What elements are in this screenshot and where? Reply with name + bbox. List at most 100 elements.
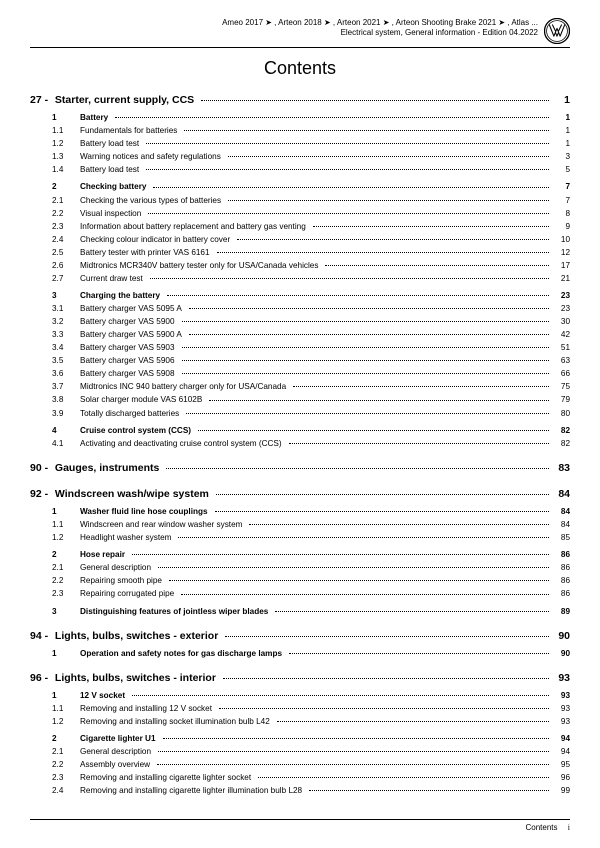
entry-number: 1.2 bbox=[52, 716, 80, 727]
toc-entry[interactable]: 2.2Assembly overview95 bbox=[30, 759, 570, 770]
entry-number: 2 bbox=[52, 549, 80, 560]
footer-label: Contents bbox=[526, 823, 558, 832]
toc-entry[interactable]: 2.3Removing and installing cigarette lig… bbox=[30, 772, 570, 783]
toc-entry[interactable]: 1.1Fundamentals for batteries1 bbox=[30, 125, 570, 136]
entry-page: 86 bbox=[552, 575, 570, 586]
entry-title: Battery charger VAS 5903 bbox=[80, 342, 179, 353]
leader-dots bbox=[132, 695, 549, 696]
entry-number: 1 bbox=[52, 648, 80, 659]
toc-entry[interactable]: 2.2Repairing smooth pipe86 bbox=[30, 575, 570, 586]
toc-entry[interactable]: 2.5Battery tester with printer VAS 61611… bbox=[30, 247, 570, 258]
entry-title: Removing and installing socket illuminat… bbox=[80, 716, 274, 727]
toc-entry[interactable]: 1Washer fluid line hose couplings84 bbox=[30, 506, 570, 517]
entry-number: 2.1 bbox=[52, 746, 80, 757]
entry-page: 21 bbox=[552, 273, 570, 284]
section-number: 92 - bbox=[30, 487, 52, 501]
leader-dots bbox=[150, 278, 549, 279]
leader-dots bbox=[167, 295, 549, 296]
toc-entry[interactable]: 112 V socket93 bbox=[30, 690, 570, 701]
header-line-2: Electrical system, General information -… bbox=[30, 28, 538, 38]
toc-entry[interactable]: 2.1Checking the various types of batteri… bbox=[30, 195, 570, 206]
toc-entry[interactable]: 3.1Battery charger VAS 5095 A23 bbox=[30, 303, 570, 314]
toc-entry[interactable]: 2Hose repair86 bbox=[30, 549, 570, 560]
entry-title: Cruise control system (CCS) bbox=[80, 425, 195, 436]
toc-entry[interactable]: 1.4Battery load test5 bbox=[30, 164, 570, 175]
entry-title: General description bbox=[80, 746, 155, 757]
entry-page: 82 bbox=[552, 438, 570, 449]
toc-entry[interactable]: 1.1Windscreen and rear window washer sys… bbox=[30, 519, 570, 530]
leader-dots bbox=[163, 738, 549, 739]
toc-entry[interactable]: 1Battery1 bbox=[30, 112, 570, 123]
entry-number: 2.7 bbox=[52, 273, 80, 284]
toc-entry[interactable]: 2.2Visual inspection8 bbox=[30, 208, 570, 219]
entry-page: 95 bbox=[552, 759, 570, 770]
toc-entry[interactable]: 3.7Midtronics INC 940 battery charger on… bbox=[30, 381, 570, 392]
toc-entry[interactable]: 1.1Removing and installing 12 V socket93 bbox=[30, 703, 570, 714]
toc-entry[interactable]: 3.5Battery charger VAS 590663 bbox=[30, 355, 570, 366]
toc-entry[interactable]: 3.9Totally discharged batteries80 bbox=[30, 408, 570, 419]
toc-entry[interactable]: 1.2Removing and installing socket illumi… bbox=[30, 716, 570, 727]
toc-entry[interactable]: 2.7Current draw test21 bbox=[30, 273, 570, 284]
toc-entry[interactable]: 1Operation and safety notes for gas disc… bbox=[30, 648, 570, 659]
leader-dots bbox=[209, 400, 549, 401]
toc-entry[interactable]: 2.3Information about battery replacement… bbox=[30, 221, 570, 232]
entry-title: Battery charger VAS 5900 bbox=[80, 316, 179, 327]
toc-entry[interactable]: 4Cruise control system (CCS)82 bbox=[30, 425, 570, 436]
toc-entry[interactable]: 3.4Battery charger VAS 590351 bbox=[30, 342, 570, 353]
toc-entry[interactable]: 2.6Midtronics MCR340V battery tester onl… bbox=[30, 260, 570, 271]
toc-section-head[interactable]: 27 - Starter, current supply, CCS1 bbox=[30, 93, 570, 107]
entry-title: Windscreen and rear window washer system bbox=[80, 519, 246, 530]
toc-entry[interactable]: 1.3Warning notices and safety regulation… bbox=[30, 151, 570, 162]
entry-page: 75 bbox=[552, 381, 570, 392]
section-page: 93 bbox=[552, 671, 570, 685]
leader-dots bbox=[148, 213, 549, 214]
entry-number: 2.2 bbox=[52, 208, 80, 219]
leader-dots bbox=[217, 252, 549, 253]
entry-number: 2 bbox=[52, 181, 80, 192]
leader-dots bbox=[201, 100, 549, 101]
entry-page: 86 bbox=[552, 549, 570, 560]
leader-dots bbox=[157, 764, 549, 765]
toc-entry[interactable]: 2Cigarette lighter U194 bbox=[30, 733, 570, 744]
toc-entry[interactable]: 3Charging the battery23 bbox=[30, 290, 570, 301]
entry-number: 2.5 bbox=[52, 247, 80, 258]
entry-page: 12 bbox=[552, 247, 570, 258]
toc-entry[interactable]: 1.2Headlight washer system85 bbox=[30, 532, 570, 543]
entry-page: 3 bbox=[552, 151, 570, 162]
toc-entry[interactable]: 3Distinguishing features of jointless wi… bbox=[30, 606, 570, 617]
toc-entry[interactable]: 2.4Removing and installing cigarette lig… bbox=[30, 785, 570, 796]
leader-dots bbox=[153, 187, 549, 188]
toc-section-head[interactable]: 90 - Gauges, instruments83 bbox=[30, 461, 570, 475]
toc-entry[interactable]: 2.4Checking colour indicator in battery … bbox=[30, 234, 570, 245]
toc-entry[interactable]: 2.1General description86 bbox=[30, 562, 570, 573]
leader-dots bbox=[275, 611, 549, 612]
leader-dots bbox=[277, 721, 549, 722]
entry-number: 3 bbox=[52, 606, 80, 617]
leader-dots bbox=[228, 200, 549, 201]
entry-number: 2.2 bbox=[52, 759, 80, 770]
toc-section-head[interactable]: 92 - Windscreen wash/wipe system84 bbox=[30, 487, 570, 501]
toc-entry[interactable]: 4.1Activating and deactivating cruise co… bbox=[30, 438, 570, 449]
toc-entry[interactable]: 3.6Battery charger VAS 590866 bbox=[30, 368, 570, 379]
section-page: 84 bbox=[552, 487, 570, 501]
toc-entry[interactable]: 1.2Battery load test1 bbox=[30, 138, 570, 149]
leader-dots bbox=[178, 537, 549, 538]
leader-dots bbox=[182, 360, 549, 361]
entry-page: 66 bbox=[552, 368, 570, 379]
toc-entry[interactable]: 2.3Repairing corrugated pipe86 bbox=[30, 588, 570, 599]
toc-entry[interactable]: 2.1General description94 bbox=[30, 746, 570, 757]
leader-dots bbox=[184, 130, 549, 131]
entry-number: 1.1 bbox=[52, 703, 80, 714]
entry-number: 4.1 bbox=[52, 438, 80, 449]
entry-page: 8 bbox=[552, 208, 570, 219]
section-title: Gauges, instruments bbox=[52, 461, 163, 475]
toc-entry[interactable]: 3.3Battery charger VAS 5900 A42 bbox=[30, 329, 570, 340]
toc-entry[interactable]: 3.8Solar charger module VAS 6102B79 bbox=[30, 394, 570, 405]
toc-section-head[interactable]: 94 - Lights, bulbs, switches - exterior9… bbox=[30, 629, 570, 643]
leader-dots bbox=[258, 777, 549, 778]
toc-section-head[interactable]: 96 - Lights, bulbs, switches - interior9… bbox=[30, 671, 570, 685]
entry-page: 1 bbox=[552, 112, 570, 123]
toc-entry[interactable]: 2Checking battery7 bbox=[30, 181, 570, 192]
toc-entry[interactable]: 3.2Battery charger VAS 590030 bbox=[30, 316, 570, 327]
entry-title: Battery charger VAS 5095 A bbox=[80, 303, 186, 314]
